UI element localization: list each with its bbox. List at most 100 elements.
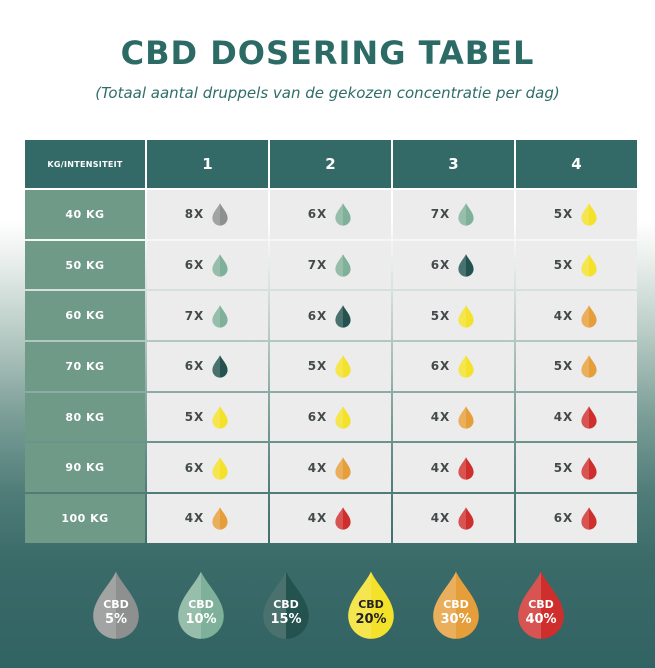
drop-count: 4X [307,460,328,475]
legend-label: CBD [358,598,384,611]
drop-icon [335,254,351,277]
drop-count: 4X [430,410,451,425]
drop-count: 5X [307,359,328,374]
drop-count: 5X [553,258,574,273]
legend-value: 40% [525,612,557,627]
drop-count: 6X [307,410,328,425]
drop-icon [335,355,351,379]
dose-cell: 4X [393,443,514,493]
page-subtitle: (Totaal aantal druppels van de gekozen c… [95,84,560,102]
drop-count: 4X [430,511,451,526]
drop-count: 4X [430,460,451,475]
legend-value: 20% [355,612,387,627]
legend-drop-30pct: CBD 30% [426,565,486,643]
legend-value: 15% [270,612,302,627]
drop-icon [348,571,394,639]
dose-cell: 5X [516,443,637,493]
drop-icon [458,406,474,429]
dose-cell: 4X [147,494,268,543]
dose-cell: 6X [270,291,391,341]
drop-icon [458,507,474,531]
legend-text: CBD 10% [171,597,231,627]
drop-count: 6X [307,207,328,222]
dose-cell: 6X [270,190,391,239]
dose-cell: 5X [393,291,514,341]
drop-icon [581,304,597,328]
intensity-header-4: 4 [516,140,637,188]
drop-icon [335,507,351,531]
drop-icon [335,203,351,226]
dose-cell: 6X [147,240,268,290]
intensity-header-3: 3 [393,140,514,188]
drop-icon [212,406,228,429]
concentration-legend: CBD 5% CBD 10% CBD 15% CBD 20% CBD 30% CBD 40% [86,565,572,645]
dose-cell: 4X [393,392,514,442]
legend-label: CBD [528,598,554,611]
drop-count: 7X [430,207,451,222]
drop-icon [335,304,351,328]
drop-icon [263,571,309,639]
drop-count: 5X [553,207,574,222]
drop-count: 4X [184,511,205,526]
drop-count: 5X [553,359,574,374]
drop-icon [212,203,228,226]
drop-icon [212,304,228,328]
drop-icon [458,304,474,328]
drop-icon [93,571,139,639]
drop-icon [581,355,597,379]
dose-cell: 6X [270,392,391,442]
drop-icon [212,456,228,480]
drop-count: 4X [553,410,574,425]
drop-icon [581,254,597,277]
drop-icon [458,203,474,226]
drop-count: 7X [184,308,205,323]
dose-cell: 6X [393,240,514,290]
legend-label: CBD [273,598,299,611]
intensity-header-2: 2 [270,140,391,188]
dose-cell: 5X [516,240,637,290]
drop-icon [433,571,479,639]
drop-icon [458,254,474,277]
legend-drop-40pct: CBD 40% [511,565,571,643]
legend-text: CBD 40% [511,597,571,627]
drop-count: 6X [184,460,205,475]
legend-text: CBD 30% [426,597,486,627]
drop-icon [458,456,474,480]
drop-icon [458,355,474,379]
weight-row-label: 90 KG [25,443,145,493]
dose-cell: 4X [516,392,637,442]
drop-icon [581,456,597,480]
drop-icon [178,571,224,639]
legend-label: CBD [443,598,469,611]
weight-row-label: 40 KG [25,190,145,239]
dose-cell: 4X [393,494,514,543]
dose-cell: 5X [270,342,391,391]
dose-cell: 5X [516,342,637,391]
legend-label: CBD [103,598,129,611]
legend-value: 5% [104,612,128,627]
legend-value: 10% [185,612,217,627]
legend-label: CBD [188,598,214,611]
dose-cell: 6X [147,443,268,493]
legend-drop-5pct: CBD 5% [86,565,146,643]
drop-icon [212,355,228,379]
drop-count: 5X [430,308,451,323]
legend-drop-15pct: CBD 15% [256,565,316,643]
dose-cell: 7X [393,190,514,239]
dose-cell: 5X [147,392,268,442]
drop-icon [581,203,597,226]
drop-count: 8X [184,207,205,222]
corner-header: KG/INTENSITEIT [25,140,145,188]
legend-text: CBD 15% [256,597,316,627]
drop-count: 5X [184,410,205,425]
dose-cell: 4X [516,291,637,341]
drop-icon [212,507,228,531]
weight-row-label: 50 KG [25,240,145,290]
drop-count: 4X [553,308,574,323]
legend-text: CBD 5% [86,597,146,627]
dose-cell: 6X [393,342,514,391]
drop-icon [212,254,228,277]
dosage-table: KG/INTENSITEIT 1 2 3 4 40 KG 8X 6X 7X 5X 50 K… [25,140,637,543]
dose-cell: 7X [147,291,268,341]
dose-cell: 4X [270,494,391,543]
